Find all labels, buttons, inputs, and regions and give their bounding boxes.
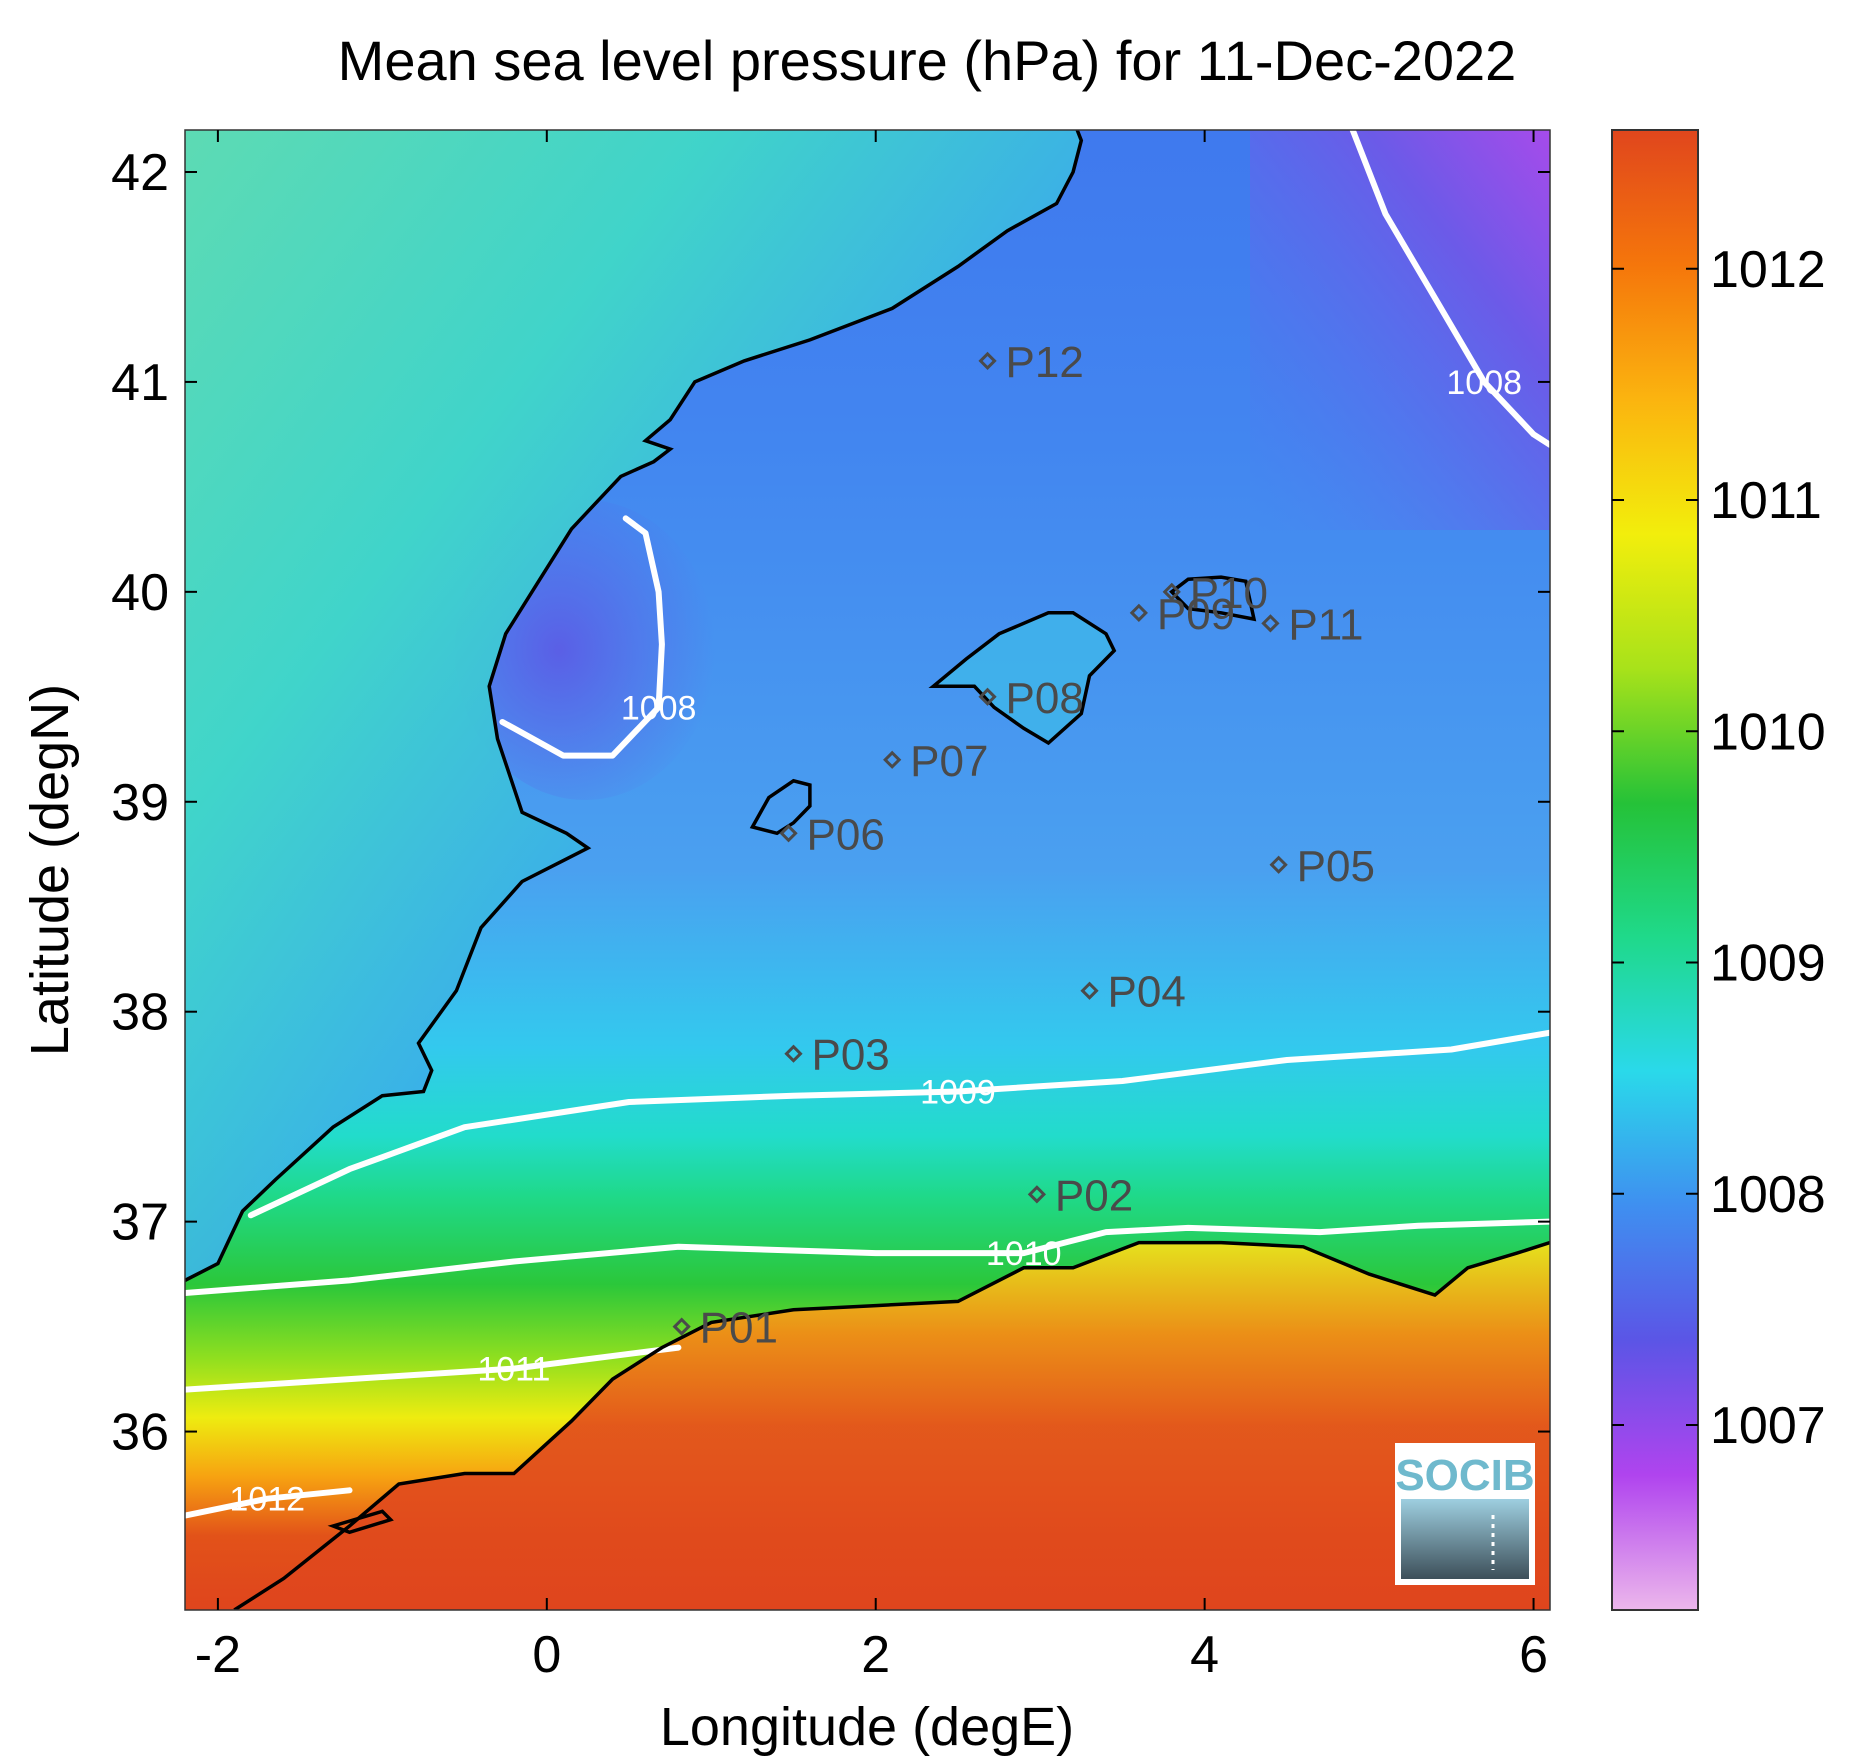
africa-land-field [185,1242,1550,1610]
station-marker-p02 [1027,1185,1047,1204]
coastline-ibiza [749,778,812,836]
coastline-alboran-island [327,1509,394,1535]
x-tick-label: -2 [195,1626,241,1684]
y-tick-label: 42 [111,144,169,202]
mallorca-land-field [933,612,1115,743]
station-label-p08: P08 [1006,674,1084,723]
station-label-p10: P10 [1190,569,1268,618]
station-marker-p04 [1080,981,1099,1000]
colorbar-tick-label: 1011 [1710,472,1822,530]
y-tick-label: 38 [111,984,169,1042]
x-tick-label: 2 [861,1626,890,1684]
axes: -2 0 2 4 6 36 37 38 39 40 41 42 [111,130,1550,1684]
x-tick-label: 6 [1519,1626,1548,1684]
station-label-p03: P03 [811,1031,889,1080]
station-marker-p08 [978,687,997,706]
station-marker-p09 [1129,603,1148,622]
y-axis-label: Latitude (degN) [20,684,80,1056]
iberia-land-field [185,130,1082,1281]
x-axis-label: Longitude (degE) [660,1697,1074,1757]
contour-label-1008: 1008 [621,689,697,727]
northeast-low-field [1250,130,1550,530]
station-marker-p03 [784,1044,803,1063]
colorbar-tick-label: 1009 [1710,935,1826,993]
y-tick-label: 41 [111,354,169,412]
contour-label-1011: 1011 [477,1351,550,1389]
contour-1008-0 [499,515,665,759]
coastline-iberia [185,130,1084,1282]
socib-logo-text: SOCIB [1395,1451,1534,1500]
contour-label-1012: 1012 [229,1481,305,1519]
station-marker-p10 [1162,582,1181,601]
y-tick-label: 37 [111,1194,169,1252]
y-tick-label: 40 [111,564,169,622]
plot-frame [184,129,1551,1611]
colorbar: 1007 1008 1009 1010 1011 1012 [1611,129,1826,1611]
contour-1009-2 [247,1029,1550,1219]
x-tick-label: 0 [532,1626,561,1684]
colorbar-tick-label: 1008 [1710,1166,1826,1224]
station-label-p05: P05 [1297,842,1375,891]
colorbar-tick-label: 1012 [1710,241,1826,299]
colorbar-ticks: 1007 1008 1009 1010 1011 1012 [1612,241,1826,1455]
colorbar-tick-label: 1010 [1710,703,1826,761]
socib-logo: SOCIB [1395,1443,1535,1585]
station-label-p07: P07 [910,737,988,786]
station-label-p04: P04 [1108,968,1186,1017]
station-label-p01: P01 [700,1304,778,1353]
coastline-menorca [1169,575,1257,622]
station-label-p06: P06 [807,810,885,859]
colorbar-tick-label: 1007 [1710,1397,1826,1455]
coastline-africa [233,1240,1550,1610]
contour-1008-1 [1349,130,1550,448]
station-marker-p11 [1261,614,1280,633]
station-label-p12: P12 [1006,338,1084,387]
y-tick-label: 39 [111,774,169,832]
station-marker-p01 [672,1317,691,1336]
colorbar-gradient [1611,129,1699,1611]
contour-1010-3 [185,1218,1550,1296]
contour-label-1009: 1009 [920,1073,996,1111]
contour-1011-4 [185,1344,682,1393]
station-marker-p07 [883,750,902,769]
map-title: Mean sea level pressure (hPa) for 11-Dec… [337,29,1517,92]
contour-1012-5 [185,1487,353,1519]
contour-label-1008: 1008 [1446,364,1522,402]
station-marker-p12 [978,351,997,371]
x-tick-label: 4 [1190,1626,1219,1684]
station-label-p02: P02 [1055,1171,1133,1220]
coastline-mallorca [928,611,1117,746]
y-tick-label: 36 [111,1404,169,1462]
station-marker-p05 [1269,855,1288,874]
station-marker-p06 [779,824,798,843]
station-label-p11: P11 [1288,600,1363,649]
